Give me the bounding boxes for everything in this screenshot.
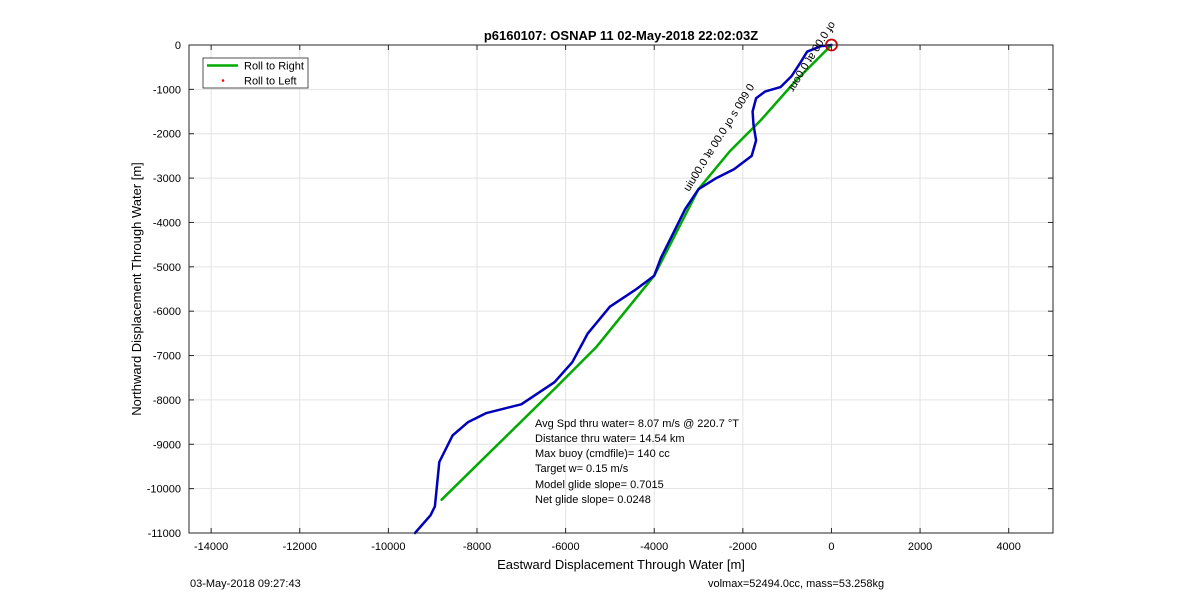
chart-title: p6160107: OSNAP 11 02-May-2018 22:02:03Z bbox=[484, 28, 758, 43]
y-tick-label: 0 bbox=[175, 40, 181, 52]
stats-line: Target w= 0.15 m/s bbox=[535, 463, 629, 475]
stats-line: Max buoy (cmdfile)= 140 cc bbox=[535, 448, 670, 460]
x-tick-label: 2000 bbox=[908, 541, 932, 553]
y-tick-label: -8000 bbox=[153, 395, 181, 407]
x-tick-label: 0 bbox=[828, 541, 834, 553]
y-tick-label: -11000 bbox=[148, 528, 181, 540]
y-axis-label: Northward Displacement Through Water [m] bbox=[129, 162, 144, 416]
y-tick-label: -9000 bbox=[153, 439, 181, 451]
legend: Roll to Right Roll to Left bbox=[202, 57, 309, 89]
y-tick-label: -4000 bbox=[153, 217, 181, 229]
stats-line: Avg Spd thru water= 8.07 m/s @ 220.7 °T bbox=[535, 418, 739, 430]
legend-label-roll-left: Roll to Left bbox=[244, 76, 297, 88]
ticks-layer: -14000 -12000 -10000 -8000 -6000 -4000 -2000 0 2… bbox=[147, 40, 1053, 553]
stats-line: Model glide slope= 0.7015 bbox=[535, 479, 664, 491]
legend-box bbox=[202, 57, 309, 89]
legend-label-roll-right: Roll to Right bbox=[244, 61, 304, 73]
x-tick-label: -4000 bbox=[640, 541, 668, 553]
y-tick-label: -1000 bbox=[153, 84, 181, 96]
x-tick-label: -10000 bbox=[371, 541, 405, 553]
plot-frame bbox=[188, 44, 1054, 534]
stats-box: Avg Spd thru water= 8.07 m/s @ 220.7 °T … bbox=[535, 418, 739, 506]
y-tick-label: -10000 bbox=[147, 484, 181, 496]
y-tick-label: -6000 bbox=[153, 306, 181, 318]
x-tick-label: -12000 bbox=[283, 541, 317, 553]
footer-timestamp: 03-May-2018 09:27:43 bbox=[190, 578, 301, 590]
x-tick-label: -14000 bbox=[194, 541, 228, 553]
x-tick-label: -2000 bbox=[729, 541, 757, 553]
x-tick-label: -6000 bbox=[552, 541, 580, 553]
x-tick-label: -8000 bbox=[463, 541, 491, 553]
y-tick-label: -5000 bbox=[153, 262, 181, 274]
plot-area bbox=[189, 45, 1053, 533]
stats-line: Net glide slope= 0.0248 bbox=[535, 494, 651, 506]
y-tick-label: -3000 bbox=[153, 173, 181, 185]
stats-line: Distance thru water= 14.54 km bbox=[535, 433, 685, 445]
x-tick-label: 4000 bbox=[996, 541, 1020, 553]
glider-track-line bbox=[413, 43, 833, 535]
legend-swatch-roll-left bbox=[221, 79, 225, 82]
y-tick-label: -7000 bbox=[153, 351, 181, 363]
footer-volmax-mass: volmax=52494.0cc, mass=53.258kg bbox=[708, 578, 885, 590]
y-tick-label: -2000 bbox=[153, 129, 181, 141]
x-axis-label: Eastward Displacement Through Water [m] bbox=[497, 557, 745, 572]
